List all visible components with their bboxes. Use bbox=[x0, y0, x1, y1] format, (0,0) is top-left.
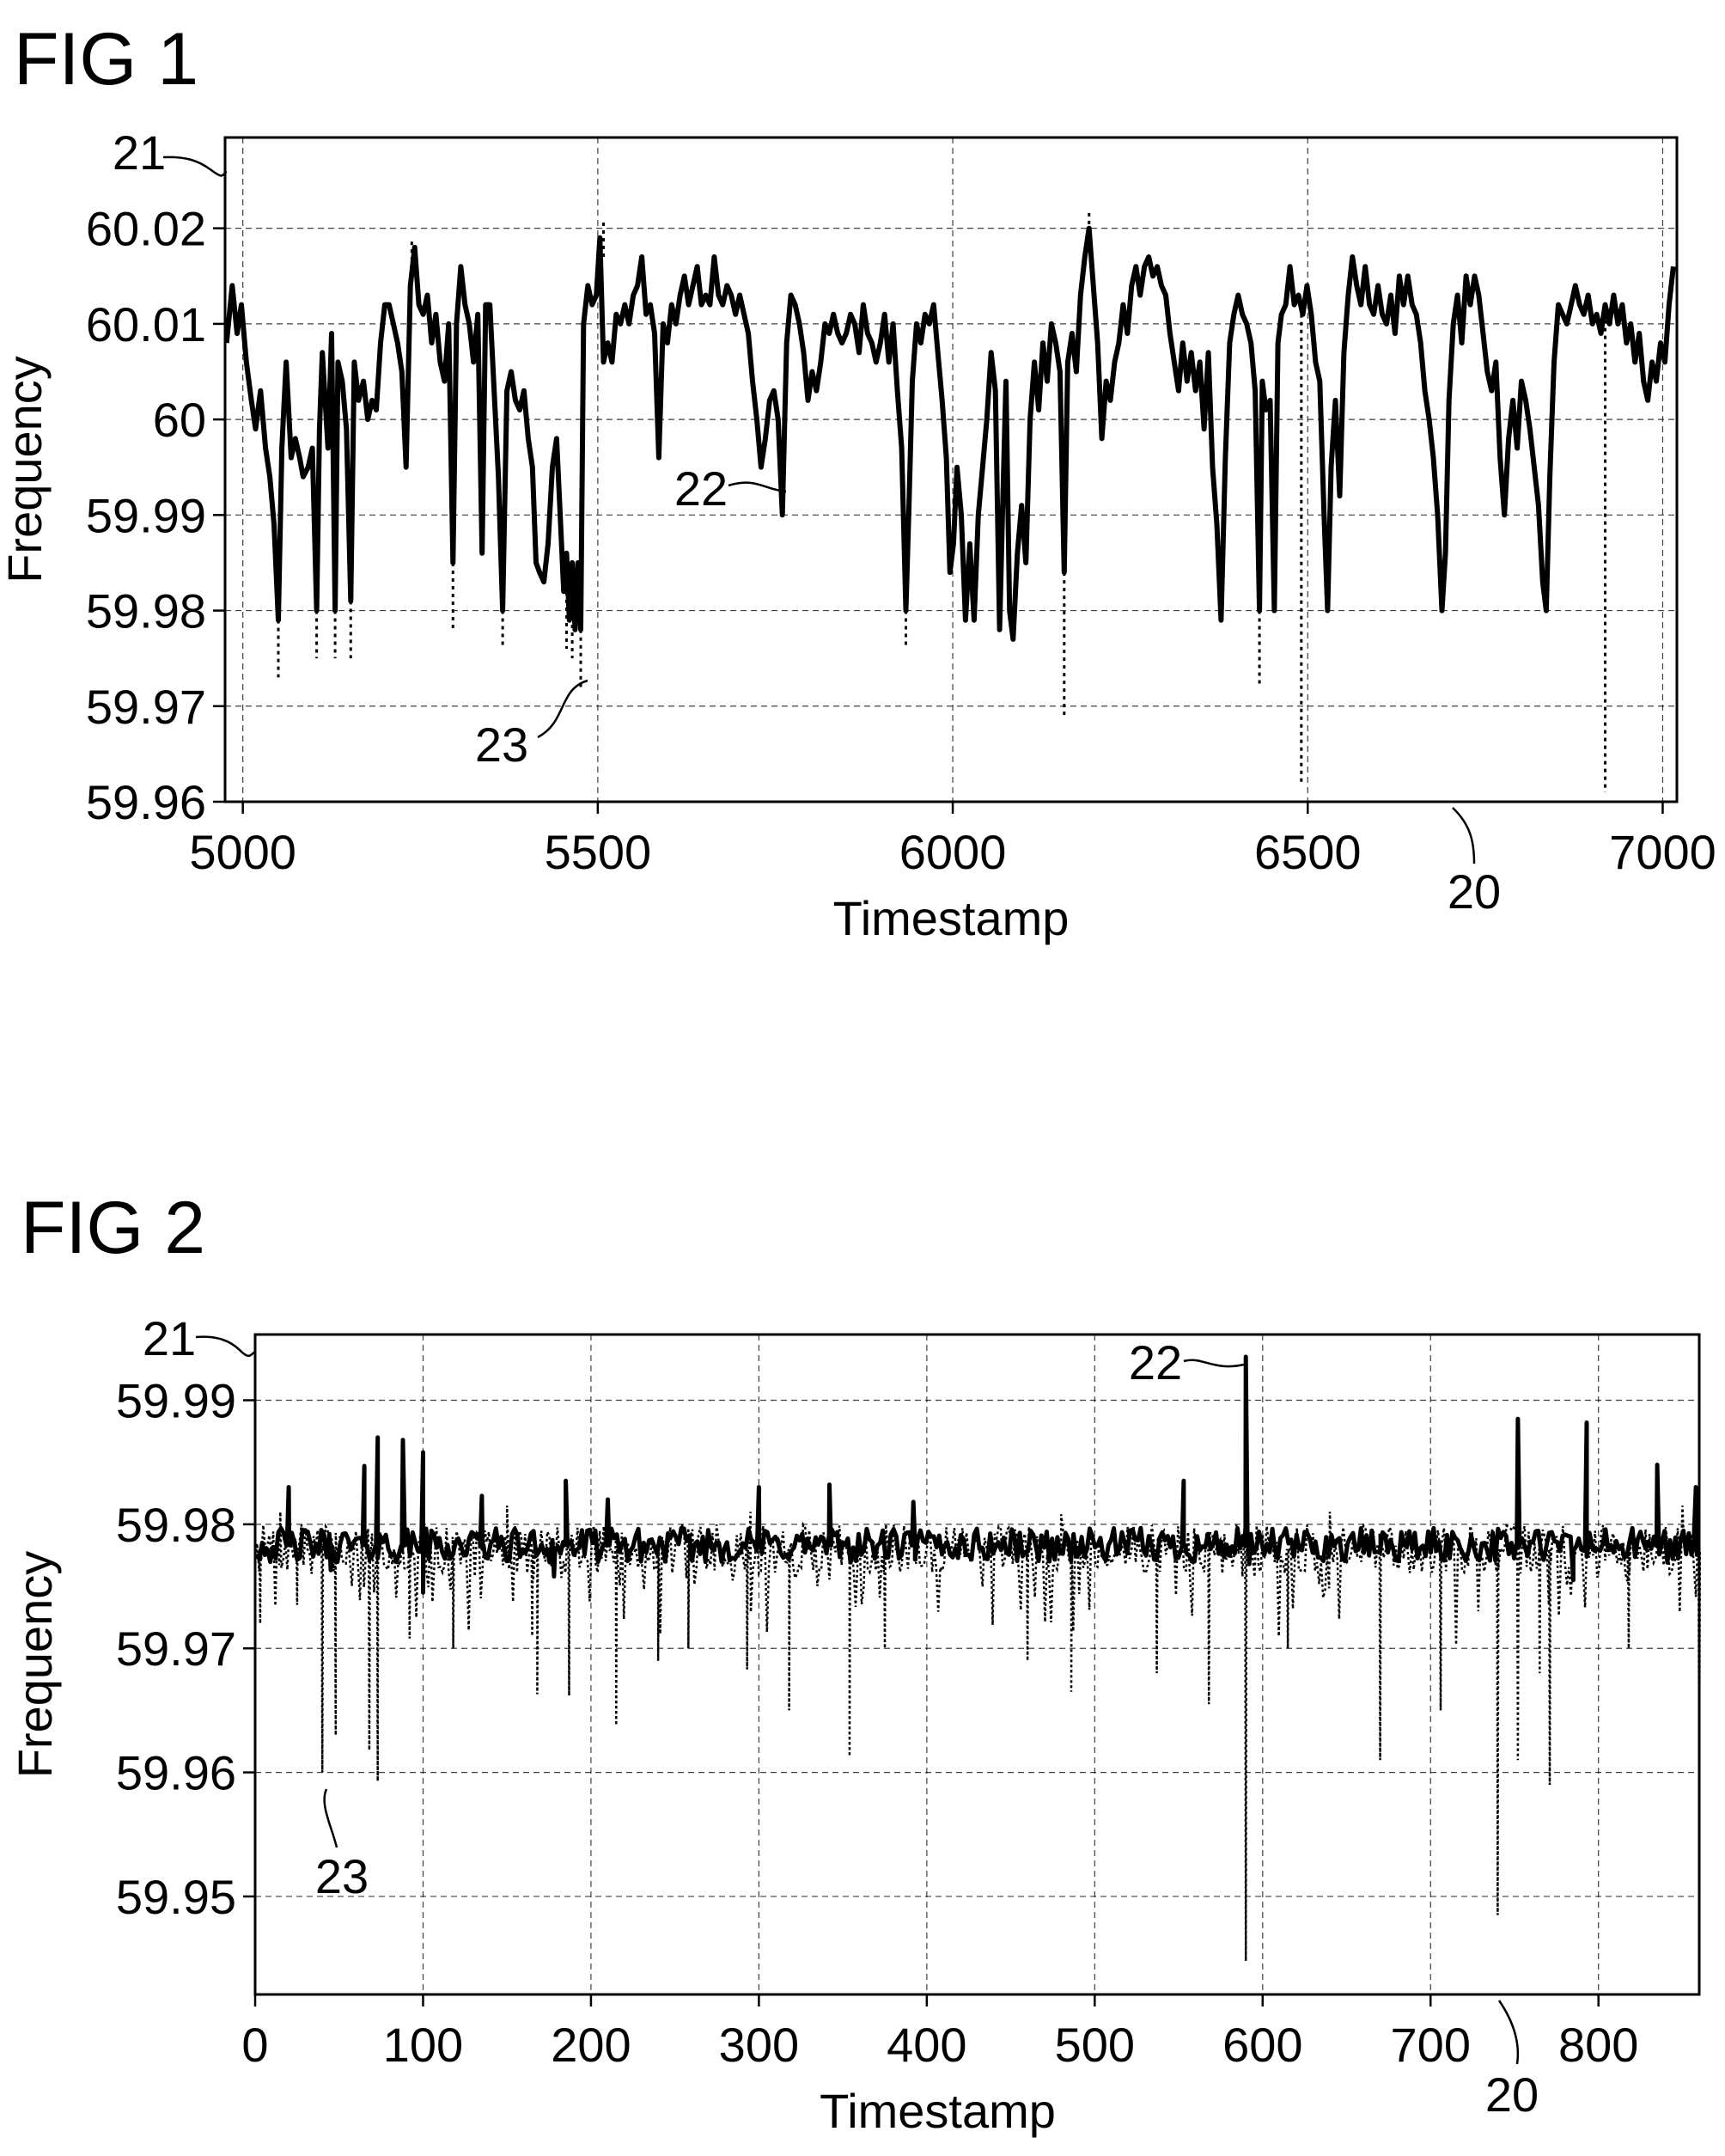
y-tick-label: 60.02 bbox=[86, 202, 206, 256]
x-tick-label: 500 bbox=[1055, 2018, 1135, 2072]
y-tick-label: 59.99 bbox=[116, 1374, 236, 1428]
leader-22 bbox=[1183, 1359, 1245, 1368]
y-tick-label: 60.01 bbox=[86, 297, 206, 351]
x-axis-label: Timestamp bbox=[820, 2084, 1056, 2138]
leader-23 bbox=[323, 1788, 338, 1848]
x-axis-label: Timestamp bbox=[833, 891, 1070, 945]
plot-frame bbox=[253, 1333, 1701, 1996]
ref-label-20: 20 bbox=[1485, 2067, 1539, 2122]
y-tick-label: 59.98 bbox=[116, 1498, 236, 1552]
y-tick-label: 60 bbox=[153, 393, 206, 447]
x-tick-label: 5500 bbox=[545, 825, 652, 879]
y-tick-label: 59.98 bbox=[86, 584, 206, 638]
ref-label-22: 22 bbox=[1129, 1335, 1182, 1389]
x-tick-label: 200 bbox=[551, 2018, 631, 2072]
x-tick-label: 600 bbox=[1222, 2018, 1302, 2072]
plot-frame bbox=[223, 136, 1679, 803]
figure-1-chart: 5000 5500 6000 6500 7000 60.02 60.01 60 59.99 59.… bbox=[0, 125, 1716, 945]
solid-series-line bbox=[254, 1354, 1700, 1595]
series-group bbox=[253, 1354, 1702, 1962]
x-tick-label: 5000 bbox=[189, 825, 296, 879]
ref-label-21: 21 bbox=[143, 1311, 196, 1365]
ref-label-21: 21 bbox=[113, 125, 166, 180]
y-tick-label: 59.99 bbox=[86, 488, 206, 542]
ref-label-23: 23 bbox=[315, 1849, 369, 1903]
x-tick-label: 6000 bbox=[899, 825, 1007, 879]
y-tick-label: 59.97 bbox=[116, 1622, 236, 1676]
x-tick-label: 800 bbox=[1558, 2018, 1638, 2072]
figure-1-title: FIG 1 bbox=[14, 18, 199, 101]
y-axis-label: Frequency bbox=[8, 1551, 62, 1779]
x-tick-label: 100 bbox=[383, 2018, 463, 2072]
series-group bbox=[223, 209, 1676, 792]
x-tick-label: 6500 bbox=[1254, 825, 1362, 879]
figure-2-chart: 0 100 200 300 400 500 600 700 800 59.99 59.98 59.97… bbox=[8, 1311, 1702, 2138]
figure-2-title: FIG 2 bbox=[21, 1187, 206, 1269]
ref-label-23: 23 bbox=[475, 718, 528, 772]
y-tick-label: 59.96 bbox=[116, 1746, 236, 1800]
x-tick-label: 7000 bbox=[1609, 825, 1716, 879]
leader-20 bbox=[1452, 807, 1476, 864]
y-tick-label: 59.95 bbox=[116, 1870, 236, 1924]
y-tick-label: 59.97 bbox=[86, 680, 206, 734]
leader-20 bbox=[1497, 2000, 1520, 2065]
dotted-series-line bbox=[253, 1506, 1702, 1962]
solid-series-line bbox=[223, 225, 1676, 642]
ref-label-20: 20 bbox=[1448, 864, 1501, 919]
leader-21 bbox=[195, 1335, 257, 1358]
y-axis-label: Frequency bbox=[0, 356, 52, 583]
leader-22 bbox=[728, 481, 787, 493]
x-tick-label: 300 bbox=[719, 2018, 799, 2072]
ref-label-22: 22 bbox=[674, 461, 728, 516]
leader-21 bbox=[162, 156, 228, 177]
y-tick-label: 59.96 bbox=[86, 775, 206, 829]
x-tick-label: 700 bbox=[1391, 2018, 1471, 2072]
leader-23 bbox=[537, 679, 588, 739]
x-tick-label: 0 bbox=[241, 2018, 268, 2072]
x-tick-label: 400 bbox=[887, 2018, 966, 2072]
